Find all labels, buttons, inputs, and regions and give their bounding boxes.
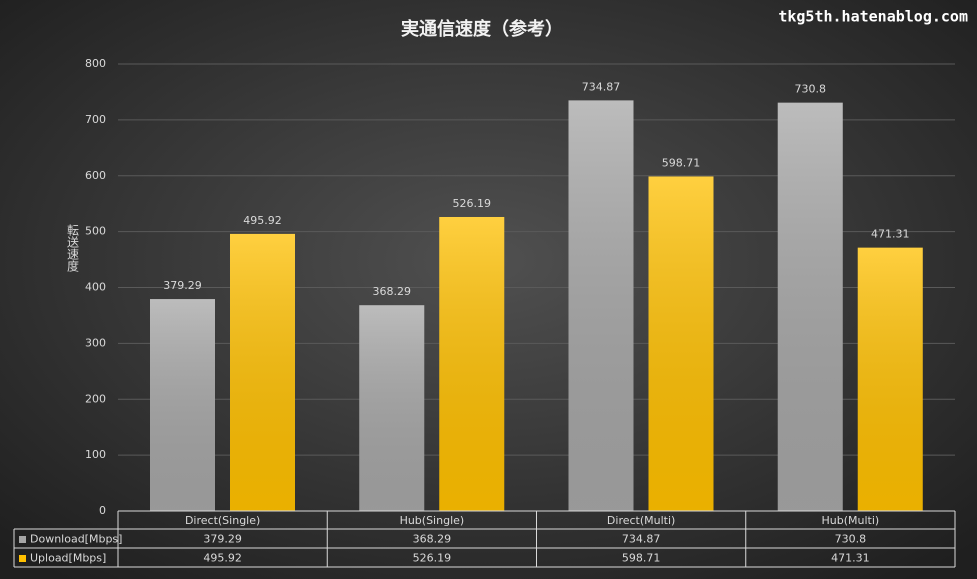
- value-label: 598.71: [662, 156, 701, 169]
- bar-shine: [568, 100, 634, 511]
- y-tick-label: 0: [99, 504, 106, 517]
- legend-key: [19, 536, 26, 543]
- value-label: 368.29: [373, 285, 412, 298]
- table-value: 368.29: [413, 533, 452, 546]
- value-label: 379.29: [163, 279, 202, 292]
- bar-shine: [150, 299, 215, 511]
- y-axis-label: 転送速度: [66, 224, 80, 272]
- y-tick-label: 500: [85, 225, 106, 238]
- bar-shine: [857, 247, 923, 512]
- watermark: tkg5th.hatenablog.com: [778, 8, 968, 26]
- x-tick-label: Hub(Multi): [822, 514, 880, 527]
- table-value: 734.87: [622, 533, 661, 546]
- legend-label: Upload[Mbps]: [30, 552, 106, 565]
- bar-shine: [439, 216, 505, 511]
- value-label: 734.87: [582, 80, 621, 93]
- x-tick-label: Direct(Multi): [607, 514, 675, 527]
- y-tick-label: 400: [85, 281, 106, 294]
- bar-shine: [230, 233, 295, 511]
- legend-key: [19, 555, 26, 562]
- table-value: 598.71: [622, 552, 661, 565]
- table-value: 730.8: [835, 533, 867, 546]
- y-tick-label: 700: [85, 113, 106, 126]
- x-tick-label: Hub(Single): [400, 514, 465, 527]
- table-value: 379.29: [203, 533, 242, 546]
- value-label: 495.92: [243, 214, 282, 227]
- x-tick-label: Direct(Single): [185, 514, 260, 527]
- value-label: 730.8: [795, 83, 827, 96]
- bar-shine: [648, 176, 714, 511]
- table-value: 471.31: [831, 552, 870, 565]
- chart-title: 実通信速度（参考）: [401, 18, 563, 40]
- table-value: 526.19: [413, 552, 452, 565]
- y-tick-label: 100: [85, 448, 106, 461]
- value-label: 471.31: [871, 228, 910, 241]
- y-tick-label: 800: [85, 57, 106, 70]
- y-tick-label: 200: [85, 392, 106, 405]
- table-value: 495.92: [203, 552, 242, 565]
- y-tick-label: 600: [85, 169, 106, 182]
- value-label: 526.19: [453, 197, 492, 210]
- legend-label: Download[Mbps]: [30, 533, 122, 546]
- y-tick-label: 300: [85, 336, 106, 349]
- bar-shine: [777, 102, 843, 511]
- bar-shine: [359, 305, 425, 511]
